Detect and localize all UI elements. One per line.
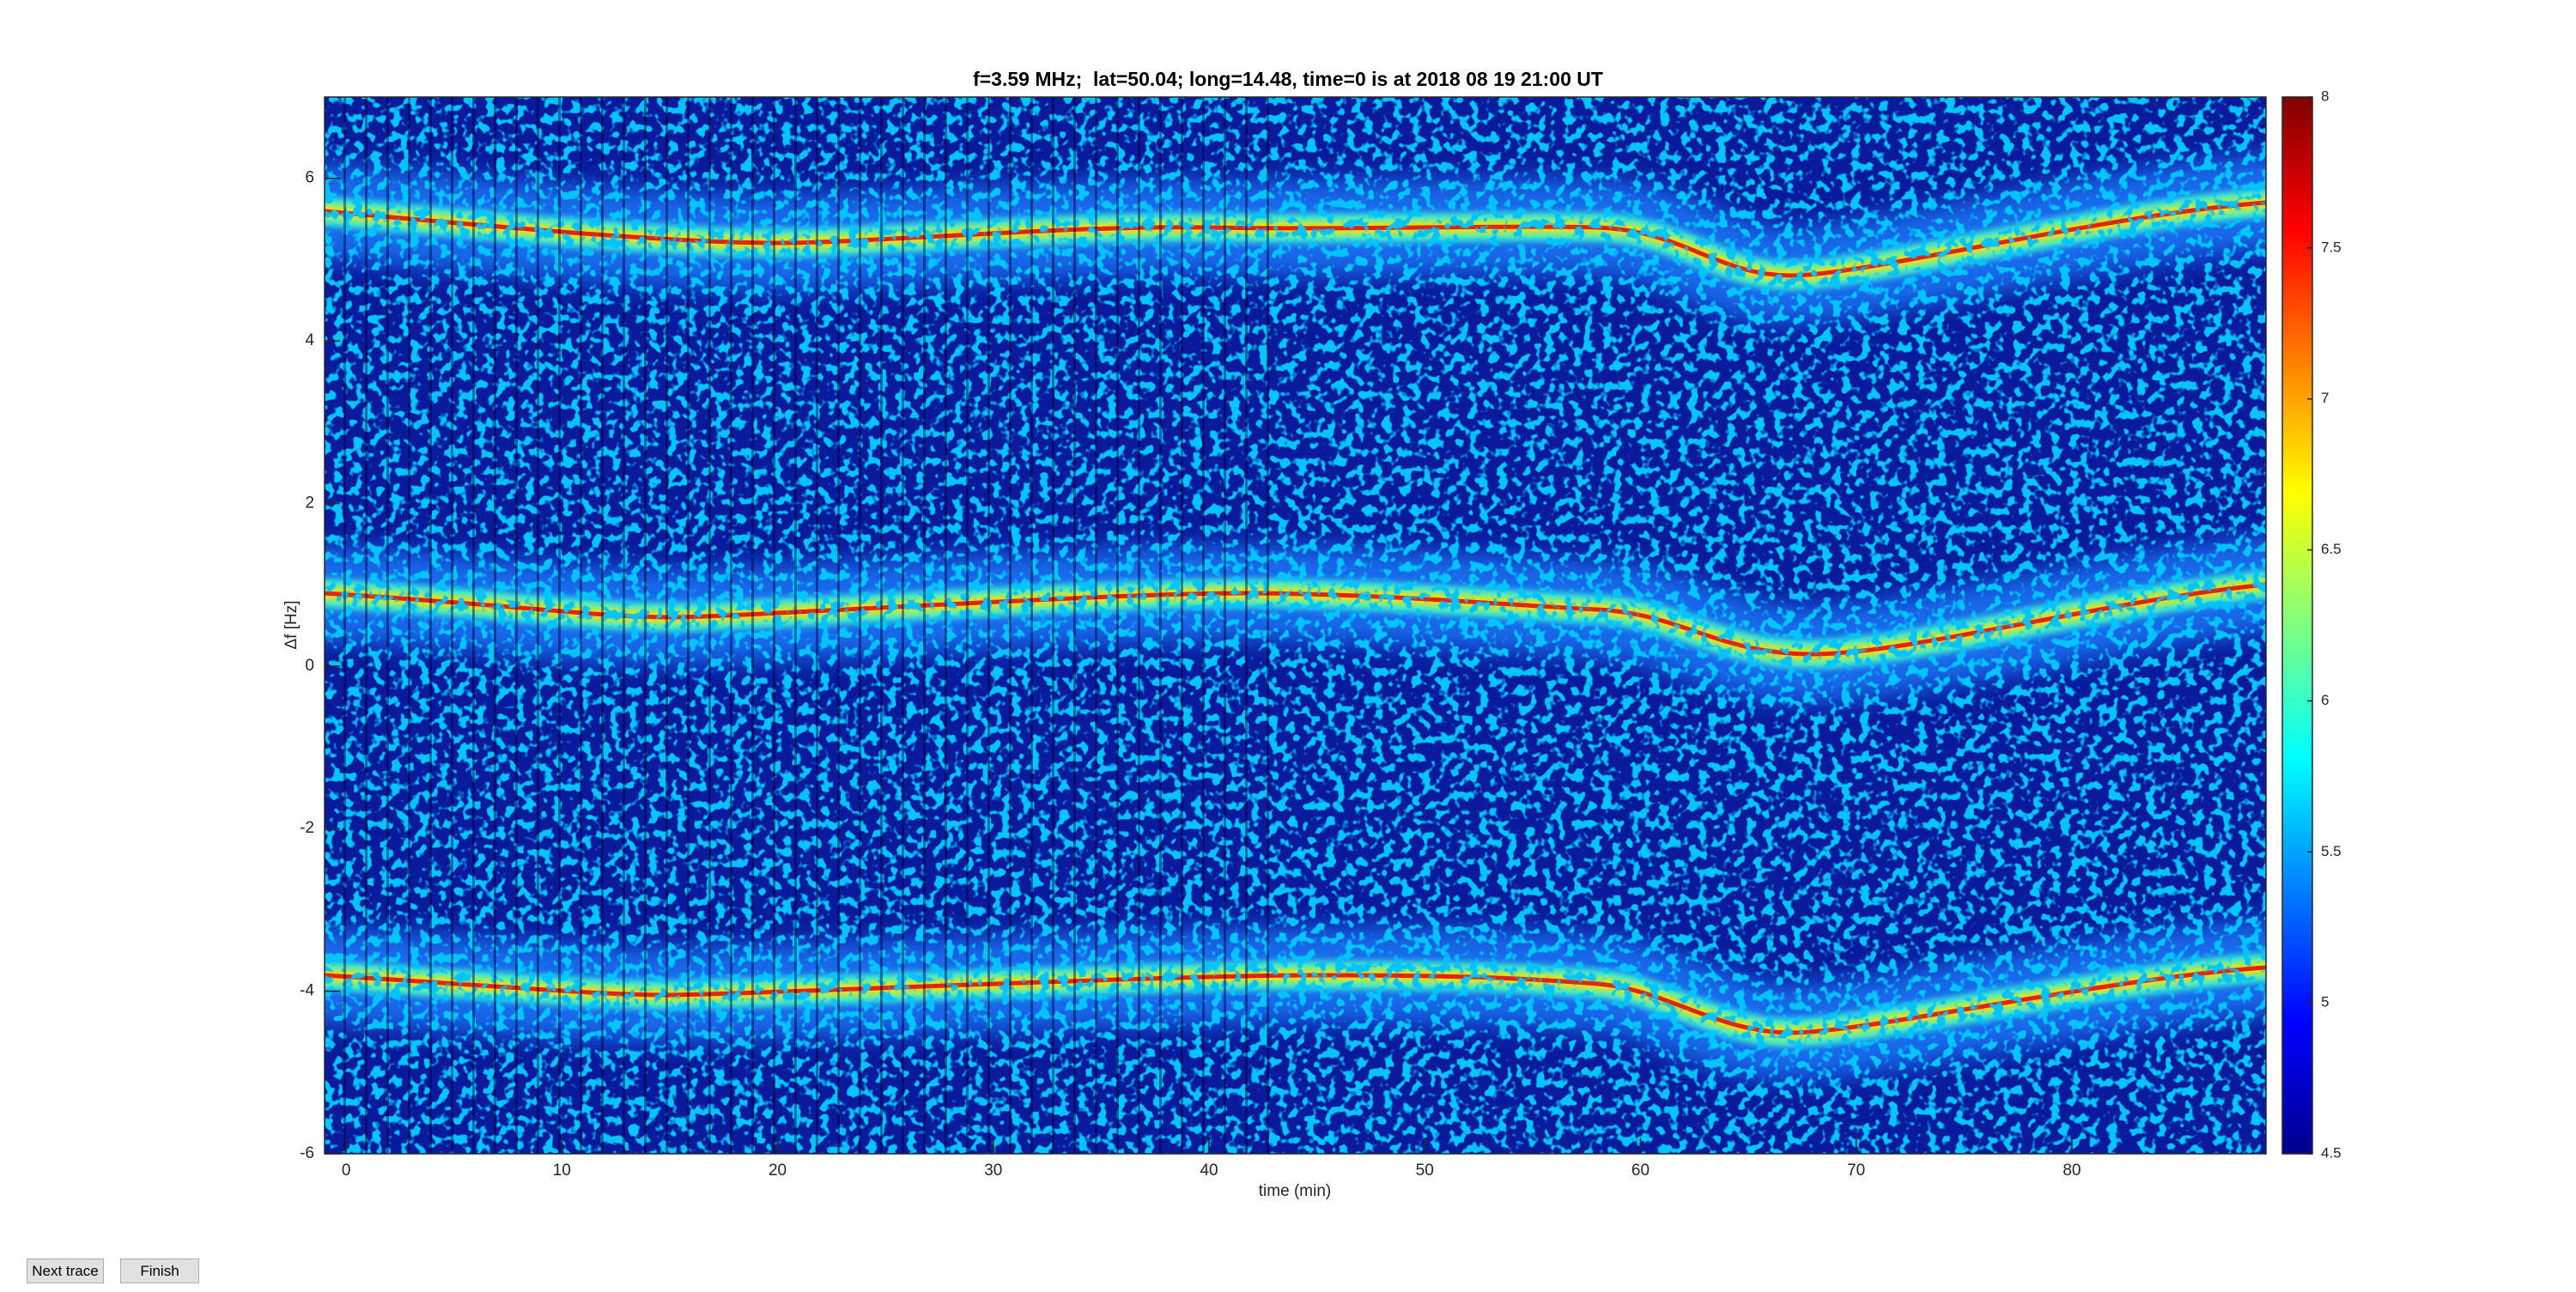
chart-title: f=3.59 MHz; lat=50.04; long=14.48, time=… <box>973 68 1603 90</box>
spectrogram <box>325 97 2266 1154</box>
y-tick-label: 6 <box>305 169 314 187</box>
y-tick-label: 0 <box>305 657 314 675</box>
y-tick-label: 4 <box>305 331 314 349</box>
colorbar-tick-label: 7 <box>2321 390 2329 406</box>
plot-frame <box>324 96 2267 1155</box>
x-tick-label: 30 <box>984 1162 1002 1180</box>
colorbar-tick-label: 6 <box>2321 692 2329 708</box>
x-tick-label: 20 <box>769 1162 787 1180</box>
y-tick-label: -4 <box>300 982 314 1000</box>
y-tick-label: -6 <box>300 1144 314 1162</box>
colorbar-tick-label: 5 <box>2321 994 2329 1010</box>
y-axis-label: Δf [Hz] <box>283 600 301 649</box>
y-tick-label: 2 <box>305 494 314 512</box>
next-trace-button[interactable]: Next trace <box>27 1259 104 1283</box>
colorbar <box>2281 96 2313 1155</box>
x-tick-label: 70 <box>1847 1162 1865 1180</box>
figure: f=3.59 MHz; lat=50.04; long=14.48, time=… <box>283 68 2342 1200</box>
x-tick-label: 50 <box>1416 1162 1434 1180</box>
y-tick-label: -2 <box>300 819 314 837</box>
x-tick-label: 40 <box>1200 1162 1218 1180</box>
x-tick-label: 80 <box>2063 1162 2081 1180</box>
colorbar-tick-label: 7.5 <box>2321 239 2342 255</box>
colorbar-tick-label: 6.5 <box>2321 541 2342 557</box>
x-tick-label: 60 <box>1631 1162 1649 1180</box>
colorbar-tick-label: 4.5 <box>2321 1144 2342 1161</box>
x-axis-label: time (min) <box>1259 1182 1331 1200</box>
x-tick-label: 0 <box>342 1162 351 1180</box>
colorbar-tick-label: 5.5 <box>2321 843 2342 859</box>
finish-button[interactable]: Finish <box>120 1259 199 1283</box>
colorbar-tick-label: 8 <box>2321 88 2329 104</box>
x-tick-label: 10 <box>553 1162 571 1180</box>
